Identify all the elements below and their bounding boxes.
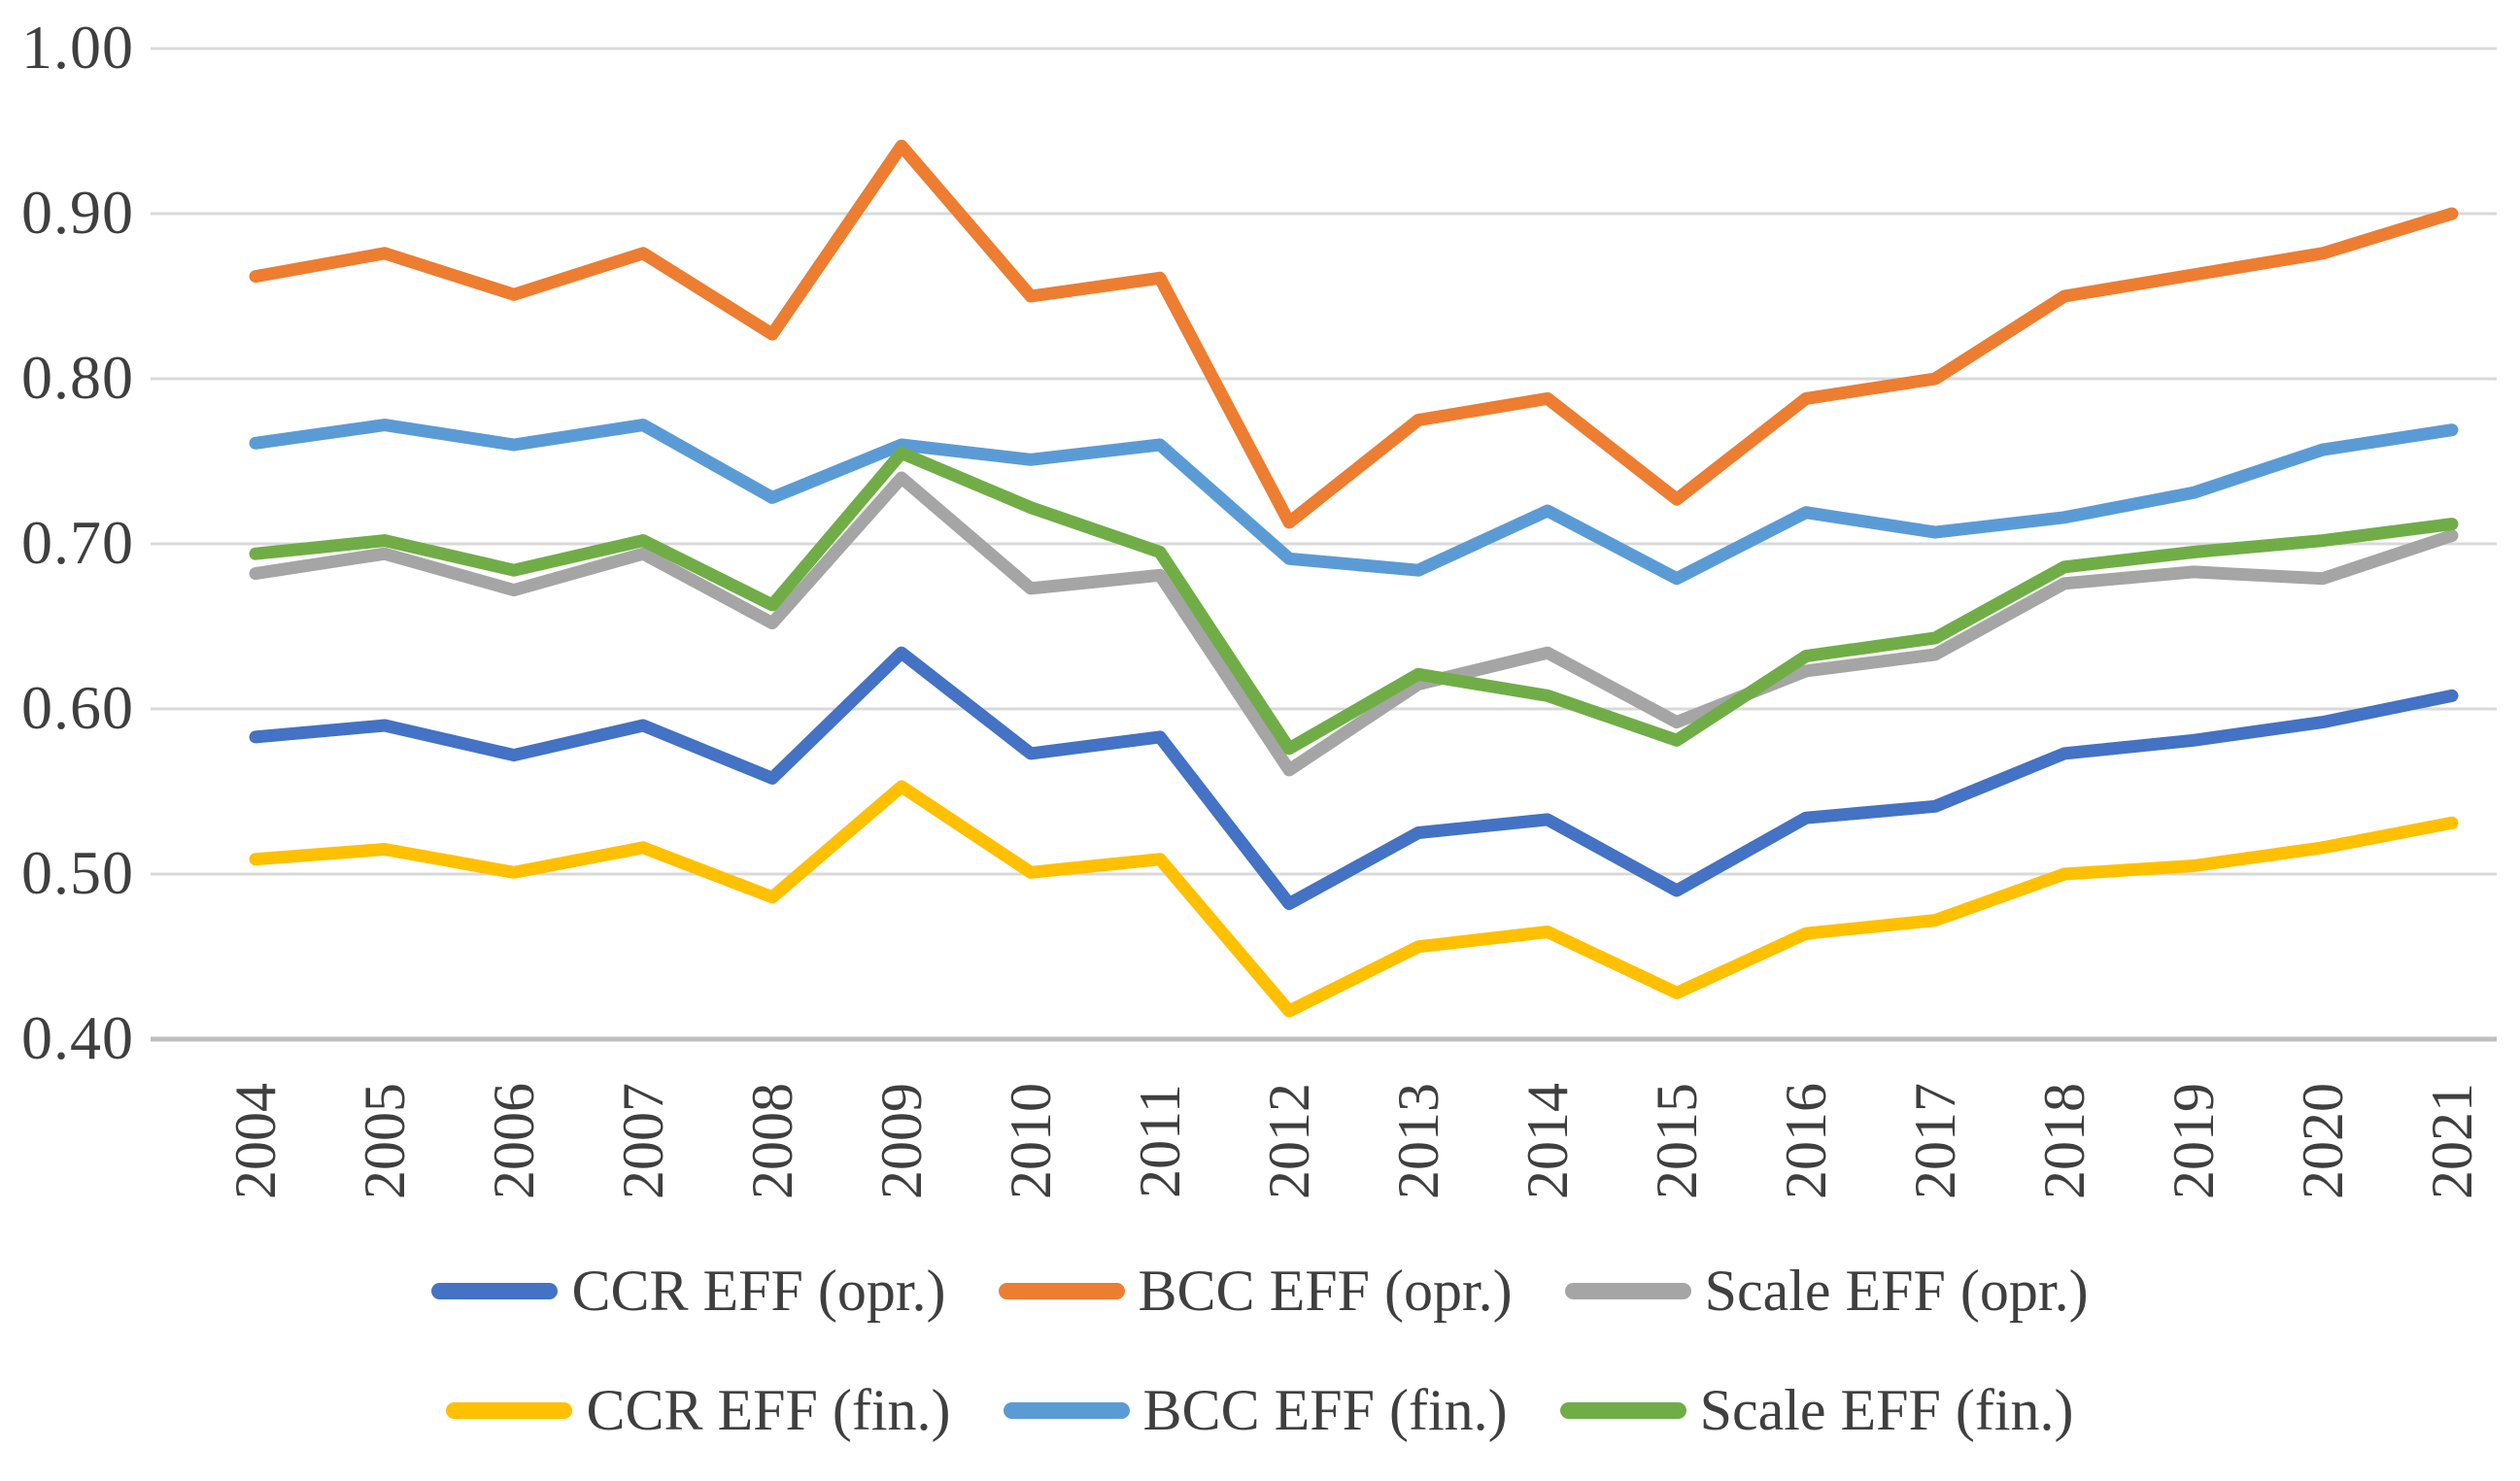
x-tick-label: 2018 (2032, 1083, 2096, 1199)
x-tick-label: 2010 (999, 1083, 1063, 1199)
series-line-ccr-eff-fin (249, 780, 2459, 1018)
legend-label: Scale EFF (fin.) (1699, 1378, 2074, 1442)
legend-label: Scale EFF (opr.) (1704, 1259, 2089, 1323)
legend-row-opr: CCR EFF (opr.) BCC EFF (opr.) Scale EFF (o… (0, 1258, 2520, 1325)
legend-swatch-icon (431, 1283, 559, 1299)
legend-item-scale-eff-fin: Scale EFF (fin.) (1559, 1377, 2074, 1444)
y-tick-label: 0.60 (21, 673, 134, 742)
x-tick-label: 2011 (1128, 1084, 1192, 1198)
legend-item-scale-eff-opr: Scale EFF (opr.) (1564, 1258, 2089, 1325)
legend-row-fin: CCR EFF (fin.) BCC EFF (fin.) Scale EFF (f… (0, 1377, 2520, 1444)
legend-label: BCC EFF (fin.) (1142, 1378, 1508, 1442)
legend-item-ccr-eff-opr: CCR EFF (opr.) (431, 1258, 946, 1325)
x-tick-label: 2007 (611, 1083, 675, 1199)
x-tick-label: 2019 (2162, 1083, 2226, 1199)
legend-swatch-icon (446, 1402, 573, 1419)
series-line-scale-eff-fin (249, 447, 2459, 756)
legend-label: CCR EFF (opr.) (571, 1259, 946, 1323)
x-tick-label: 2004 (223, 1083, 288, 1199)
legend-item-ccr-eff-fin: CCR EFF (fin.) (446, 1377, 951, 1444)
series-line-bcc-eff-fin (249, 419, 2459, 586)
legend-label: CCR EFF (fin.) (586, 1378, 951, 1442)
y-tick-label: 1.00 (21, 13, 134, 82)
y-tick-label: 0.80 (21, 343, 134, 412)
x-tick-label: 2015 (1645, 1083, 1709, 1199)
x-tick-label: 2009 (869, 1083, 934, 1199)
x-tick-label: 2006 (482, 1083, 546, 1199)
x-tick-label: 2005 (353, 1083, 417, 1199)
x-tick-label: 2013 (1386, 1083, 1450, 1199)
x-tick-label: 2016 (1774, 1083, 1838, 1199)
legend-swatch-icon (1003, 1402, 1130, 1419)
x-tick-label: 2020 (2291, 1083, 2355, 1199)
legend-swatch-icon (998, 1283, 1125, 1299)
legend-swatch-icon (1564, 1283, 1691, 1299)
legend-swatch-icon (1559, 1402, 1686, 1419)
x-tick-label: 2021 (2420, 1083, 2484, 1199)
series-line-scale-eff-opr (249, 471, 2459, 777)
legend-label: BCC EFF (opr.) (1138, 1259, 1513, 1323)
y-tick-label: 0.70 (21, 508, 134, 577)
x-tick-label: 2014 (1515, 1083, 1580, 1199)
x-tick-label: 2012 (1257, 1083, 1321, 1199)
y-tick-label: 0.90 (21, 178, 134, 247)
series-line-ccr-eff-opr (249, 646, 2459, 911)
series-line-bcc-eff-opr (249, 139, 2459, 529)
legend-item-bcc-eff-fin: BCC EFF (fin.) (1003, 1377, 1508, 1444)
legend-item-bcc-eff-opr: BCC EFF (opr.) (998, 1258, 1513, 1325)
x-tick-label: 2017 (1903, 1083, 1967, 1199)
x-tick-label: 2008 (740, 1083, 804, 1199)
y-tick-label: 0.50 (21, 838, 134, 907)
y-tick-label: 0.40 (21, 1003, 134, 1072)
